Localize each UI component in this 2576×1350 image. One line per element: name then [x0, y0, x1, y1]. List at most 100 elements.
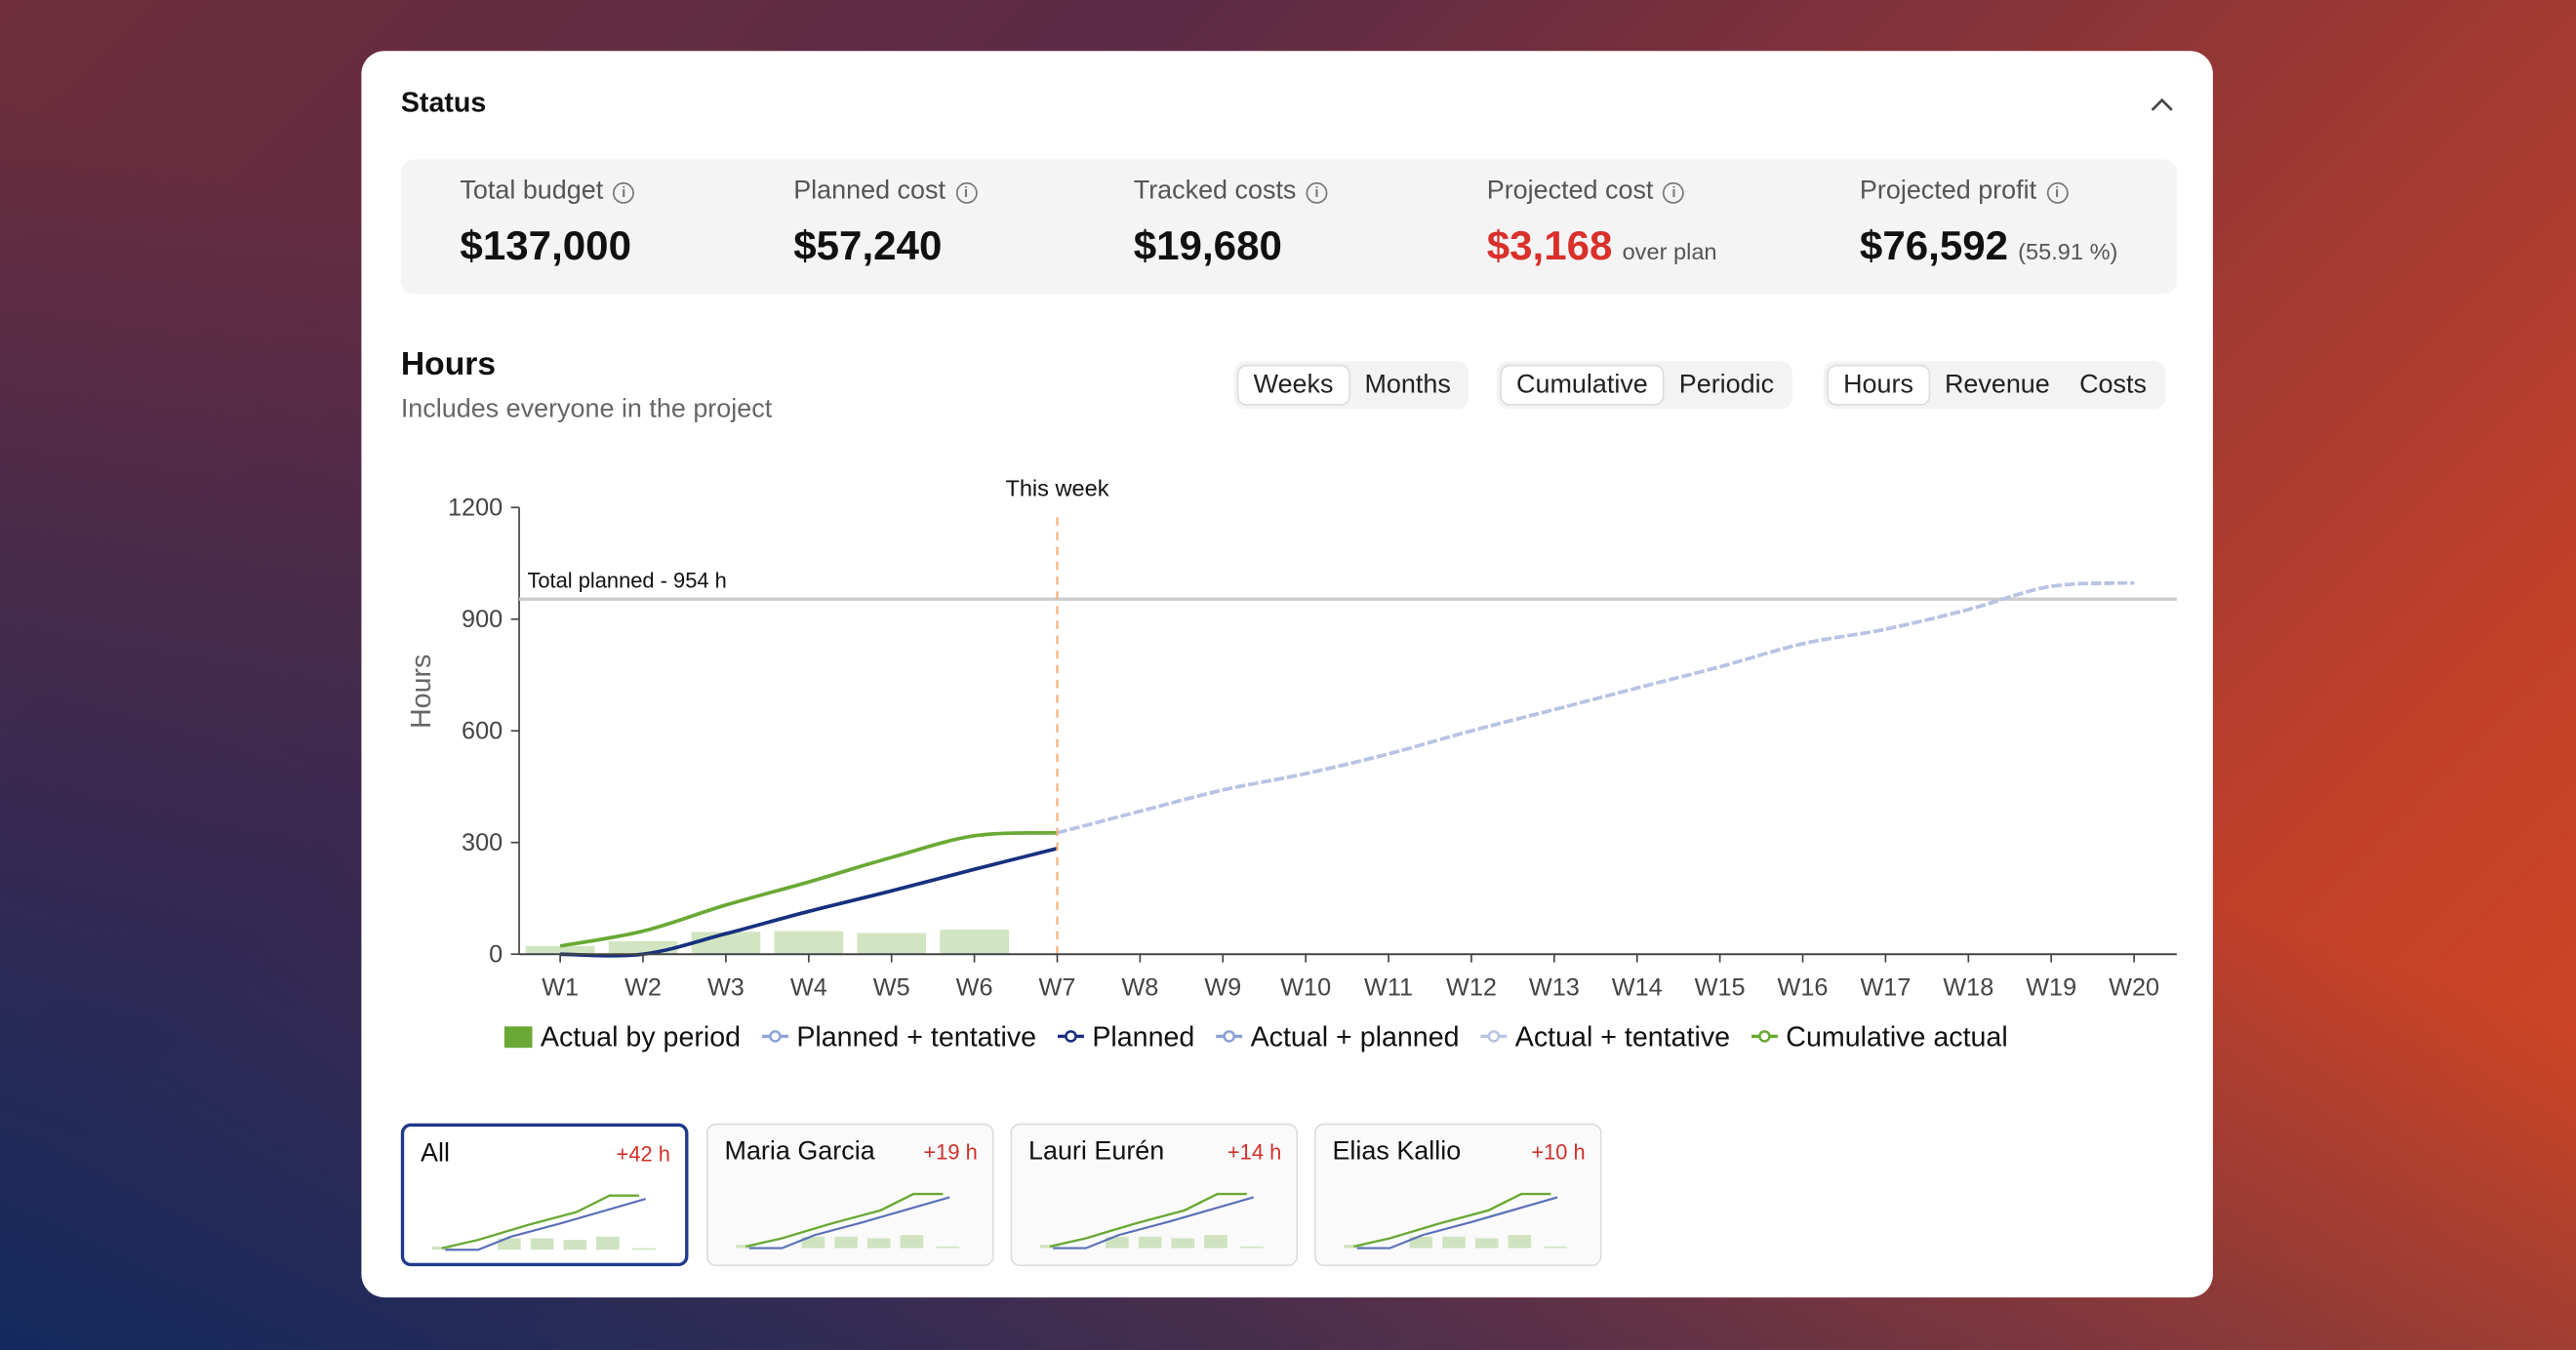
x-tick-label: W11: [1364, 973, 1413, 1001]
person-delta: +14 h: [1227, 1139, 1282, 1165]
toggle-button[interactable]: Cumulative: [1500, 364, 1665, 406]
stat-value: $57,240: [793, 223, 942, 271]
stats-panel: [400, 159, 2177, 295]
person-delta: +19 h: [923, 1139, 978, 1165]
person-delta: +10 h: [1531, 1139, 1586, 1165]
legend-label: Planned + tentative: [796, 1021, 1036, 1052]
section-title: Hours: [400, 346, 497, 383]
info-icon: i: [1663, 181, 1685, 204]
stat-label: Projected cost i: [1487, 178, 1685, 207]
section-subtitle: Includes everyone in the project: [400, 395, 773, 424]
toggle-group: Cumulative Periodic: [1496, 361, 1792, 410]
bar: [774, 931, 844, 955]
stat-value-text: $3,168: [1486, 222, 1613, 270]
y-axis-label: Hours: [406, 655, 437, 729]
bar: [940, 930, 1009, 955]
bar: [525, 945, 595, 955]
info-icon: i: [955, 181, 977, 204]
title: Status: [400, 87, 487, 119]
person-name: Maria Garcia: [724, 1137, 875, 1167]
x-tick-label: W15: [1695, 973, 1746, 1001]
info-icon: i: [613, 181, 635, 204]
x-tick-label: W3: [707, 973, 745, 1001]
x-tick-label: W1: [542, 973, 579, 1001]
x-tick-label: W7: [1039, 973, 1076, 1001]
stat-label: Tracked costs i: [1134, 178, 1328, 207]
sparkline: [431, 1194, 656, 1251]
x-tick-label: W17: [1860, 973, 1911, 1001]
toggle-button[interactable]: Revenue: [1944, 371, 2050, 400]
toggle-button[interactable]: Periodic: [1678, 371, 1775, 400]
bar: [608, 940, 678, 955]
this-week-label: This week: [1005, 475, 1108, 500]
stat-label-text: Projected profit: [1859, 177, 2037, 206]
stat-label: Planned cost i: [793, 178, 977, 207]
toggle-button[interactable]: Weeks: [1236, 364, 1350, 406]
stat-value: $3,168 over plan: [1487, 223, 1717, 271]
x-tick-label: W6: [956, 973, 993, 1001]
x-tick-label: W9: [1204, 973, 1241, 1001]
collapse-button[interactable]: [2149, 94, 2175, 113]
x-tick-label: W16: [1778, 973, 1829, 1001]
stat-value: $137,000: [460, 223, 631, 271]
y-tick-label: 300: [462, 829, 503, 856]
stat-value-text: $19,680: [1133, 222, 1282, 270]
person-card[interactable]: Elias Kallio +10 h: [1313, 1123, 1602, 1267]
sparkline: [1039, 1192, 1264, 1250]
stat-label: Projected profit i: [1859, 177, 2069, 207]
legend-label: Planned: [1092, 1021, 1194, 1052]
y-tick-label: 900: [462, 606, 503, 633]
person-delta: +42 h: [616, 1141, 670, 1167]
legend-swatch: [1223, 1030, 1236, 1043]
x-tick-label: W20: [2109, 973, 2159, 1001]
line: [1057, 581, 2135, 835]
person-name: Elias Kallio: [1332, 1137, 1462, 1167]
person-name: Lauri Eurén: [1027, 1137, 1165, 1167]
status-card: Status Hours Includes everyone in the pr…: [361, 51, 2213, 1298]
y-tick-label: 0: [489, 941, 503, 969]
legend-swatch: [1065, 1030, 1077, 1043]
stat-value-text: $137,000: [460, 222, 632, 270]
stat-note: over plan: [1622, 238, 1717, 265]
x-tick-label: W5: [873, 973, 910, 1001]
legend-swatch: [1487, 1030, 1501, 1043]
x-tick-label: W12: [1446, 973, 1497, 1001]
toggle-button[interactable]: Months: [1364, 371, 1451, 400]
line: [1057, 581, 2135, 835]
stat-value-text: $57,240: [793, 222, 943, 270]
stat-value: $19,680: [1134, 223, 1282, 271]
stat-label-text: Planned cost: [793, 177, 946, 206]
stat-label: Total budget i: [460, 177, 635, 207]
toggle-button[interactable]: Hours: [1827, 364, 1930, 406]
sparkline: [1344, 1192, 1568, 1250]
x-tick-label: W14: [1612, 973, 1663, 1001]
stat-note: (55.91 %): [2018, 238, 2118, 265]
reference-label: Total planned - 954 h: [527, 568, 726, 592]
person-card[interactable]: All +42 h: [400, 1123, 689, 1267]
x-tick-label: W10: [1280, 973, 1331, 1001]
toggle-group: Weeks Months: [1233, 361, 1469, 410]
y-tick-label: 600: [462, 718, 503, 745]
line: [1057, 581, 2135, 835]
legend-label: Actual by period: [541, 1021, 741, 1052]
person-card[interactable]: Maria Garcia +19 h: [705, 1123, 994, 1267]
stat-value: $76,592 (55.91 %): [1860, 223, 2117, 271]
x-tick-label: W13: [1529, 973, 1580, 1001]
toggle-button[interactable]: Costs: [2079, 371, 2147, 400]
legend-swatch: [1758, 1030, 1771, 1043]
legend-label: Cumulative actual: [1786, 1021, 2007, 1052]
legend-label: Actual + planned: [1251, 1021, 1460, 1052]
x-tick-label: W4: [790, 973, 827, 1001]
person-card[interactable]: Lauri Eurén +14 h: [1010, 1123, 1299, 1267]
info-icon: i: [1306, 181, 1328, 204]
x-tick-label: W8: [1121, 973, 1158, 1001]
toggle-group: Hours Revenue Costs: [1823, 361, 2165, 410]
info-icon: i: [2046, 181, 2069, 204]
sparkline: [736, 1192, 960, 1250]
stat-value-text: $76,592: [1859, 222, 2009, 270]
y-tick-label: 1200: [448, 495, 503, 522]
stat-label-text: Total budget: [460, 177, 604, 206]
stat-label-text: Projected cost: [1486, 177, 1654, 206]
